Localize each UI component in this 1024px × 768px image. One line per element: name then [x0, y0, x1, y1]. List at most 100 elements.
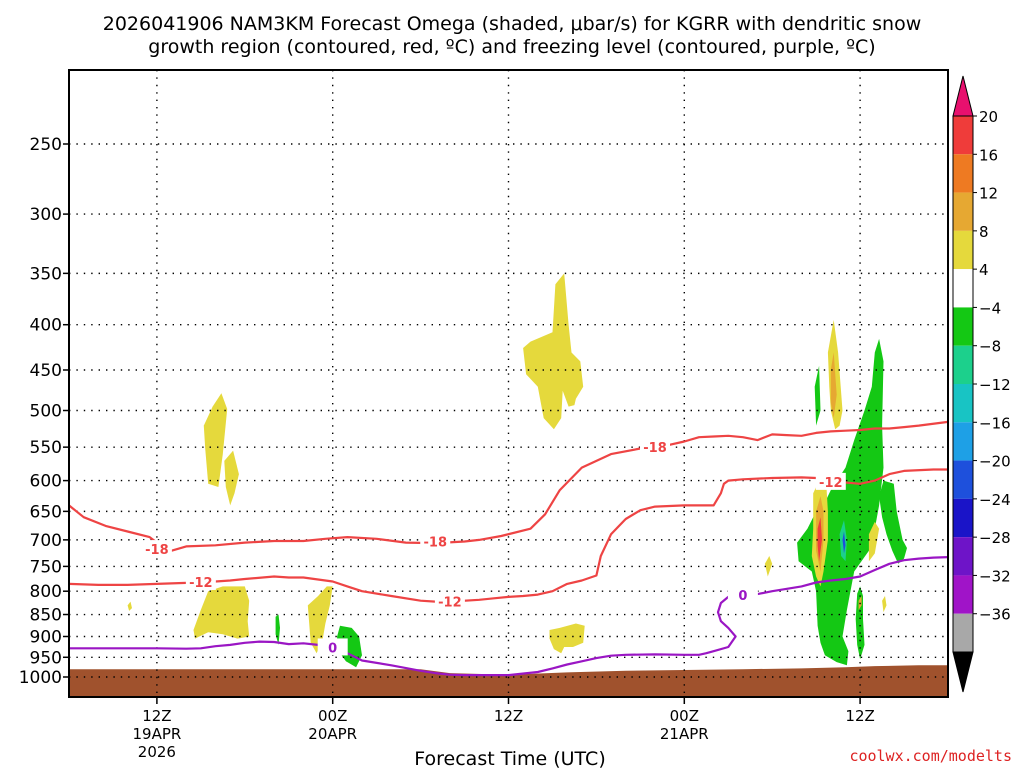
- contour-label: -12: [189, 576, 213, 591]
- y-tick-label: 500: [30, 402, 62, 422]
- omega-region-negative: [814, 365, 821, 426]
- pressure-axis: 2503003504004505005506006507007508008509…: [19, 135, 69, 688]
- x-tick-label: 19APR: [132, 725, 181, 743]
- omega-region-positive: [764, 556, 773, 577]
- credit-text: coolwx.com/modelts: [849, 747, 1012, 765]
- contour-label: -12: [819, 476, 843, 491]
- omega-region-positive: [224, 450, 239, 506]
- y-tick-label: 850: [30, 606, 62, 626]
- x-tick-label: 00Z: [670, 707, 699, 725]
- y-tick-label: 550: [30, 438, 62, 458]
- omega-region-negative: [855, 586, 865, 660]
- colorbar-segment: [953, 345, 973, 384]
- y-tick-label: 900: [30, 627, 62, 647]
- colorbar-segment: [953, 613, 973, 652]
- x-tick-label: 00Z: [318, 707, 347, 725]
- omega-region-negative: [879, 480, 907, 564]
- colorbar-label: −20: [979, 453, 1011, 471]
- colorbar-label: 12: [979, 185, 998, 203]
- colorbar-segment: [953, 154, 973, 193]
- contour-label-bg: [141, 540, 172, 558]
- colorbar-label: −36: [979, 606, 1011, 624]
- y-tick-label: 450: [30, 361, 62, 381]
- colorbar-segment: [953, 230, 973, 270]
- y-tick-label: 250: [30, 135, 62, 155]
- colorbar-segment: [953, 269, 973, 308]
- colorbar-label: −16: [979, 414, 1011, 432]
- colorbar-label: −8: [979, 338, 1001, 356]
- contour-freezing-level: [69, 556, 949, 677]
- y-tick-label: 350: [30, 264, 62, 284]
- plot-area: -18 -18 -18 -12 -12 -12 0 0: [68, 69, 949, 698]
- colorbar-segment: [953, 384, 973, 423]
- colorbar-segment: [953, 575, 973, 614]
- colorbar-label: 4: [979, 261, 989, 279]
- omega-region-positive: [203, 393, 228, 487]
- y-tick-label: 750: [30, 557, 62, 577]
- chart-title-line2: growth region (contoured, red, ºC) and f…: [148, 36, 875, 58]
- colorbar-label: 20: [979, 108, 998, 126]
- contour-label: -12: [438, 596, 462, 611]
- omega-region-positive: [817, 517, 822, 562]
- contour-label: 0: [328, 641, 337, 656]
- omega-region-positive: [193, 586, 250, 639]
- contour-label-bg: [815, 472, 846, 490]
- ground-layer: [69, 665, 948, 697]
- colorbar-segment: [953, 192, 973, 231]
- y-tick-label: 950: [30, 648, 62, 668]
- contour-label: 0: [738, 589, 747, 604]
- grid-lines: [69, 70, 948, 697]
- contour-label: -18: [643, 441, 667, 456]
- colorbar-arrow-top: [952, 75, 974, 117]
- x-tick-label: 21APR: [660, 725, 709, 743]
- colorbar-segment: [953, 460, 973, 499]
- contour-label-bg: [434, 592, 465, 610]
- colorbar-label: −28: [979, 529, 1011, 547]
- contour-lines: -18 -18 -18 -12 -12 -12 0 0: [68, 420, 949, 677]
- colorbar-segment: [953, 537, 973, 576]
- contour-label: -18: [145, 543, 169, 558]
- x-tick-label: 2026: [138, 743, 176, 761]
- contour-label-bg: [420, 532, 451, 550]
- y-tick-label: 600: [30, 472, 62, 492]
- colorbar-label: −32: [979, 567, 1011, 585]
- x-tick-label: 12Z: [494, 707, 523, 725]
- omega-shading: [127, 273, 907, 668]
- omega-region-positive: [882, 596, 887, 613]
- omega-region-negative: [842, 531, 846, 554]
- colorbar-segment: [953, 116, 973, 155]
- colorbar-segment: [953, 498, 973, 538]
- omega-region-negative: [797, 338, 884, 666]
- y-tick-label: 300: [30, 205, 62, 225]
- y-tick-label: 400: [30, 316, 62, 336]
- contour-label-bg: [727, 586, 758, 604]
- omega-region-positive: [523, 273, 584, 430]
- contour-label: -18: [424, 536, 448, 551]
- colorbar-arrow-bottom: [952, 651, 974, 693]
- y-tick-label: 1000: [19, 668, 62, 688]
- x-axis-label: Forecast Time (UTC): [414, 748, 605, 768]
- omega-region-positive: [549, 623, 585, 654]
- colorbar-label: 8: [979, 223, 989, 241]
- contour-dendritic-upper: [68, 420, 949, 552]
- contour-label-bg: [640, 438, 670, 456]
- x-tick-label: 12Z: [142, 707, 171, 725]
- chart-title-line1: 2026041906 NAM3KM Forecast Omega (shaded…: [103, 13, 921, 35]
- colorbar-label: 16: [979, 146, 998, 164]
- y-tick-label: 800: [30, 582, 62, 602]
- omega-region-positive: [127, 601, 132, 611]
- ground-surface: [69, 665, 948, 697]
- omega-region-positive: [868, 521, 880, 562]
- contour-label-bg: [185, 572, 216, 590]
- omega-region-negative: [275, 614, 280, 645]
- contour-dendritic-lower: [68, 468, 948, 603]
- colorbar-segment: [953, 307, 973, 346]
- x-tick-label: 20APR: [308, 725, 357, 743]
- colorbar-label: −24: [979, 491, 1011, 509]
- omega-region-positive: [830, 352, 837, 419]
- y-tick-label: 700: [30, 531, 62, 551]
- colorbar-label: −4: [979, 299, 1001, 317]
- contour-label-bg: [317, 638, 348, 656]
- colorbar: 20 16 12 8 4 −4 −8 −12 −16 −20 −24 −28 −32 −36: [952, 75, 1011, 693]
